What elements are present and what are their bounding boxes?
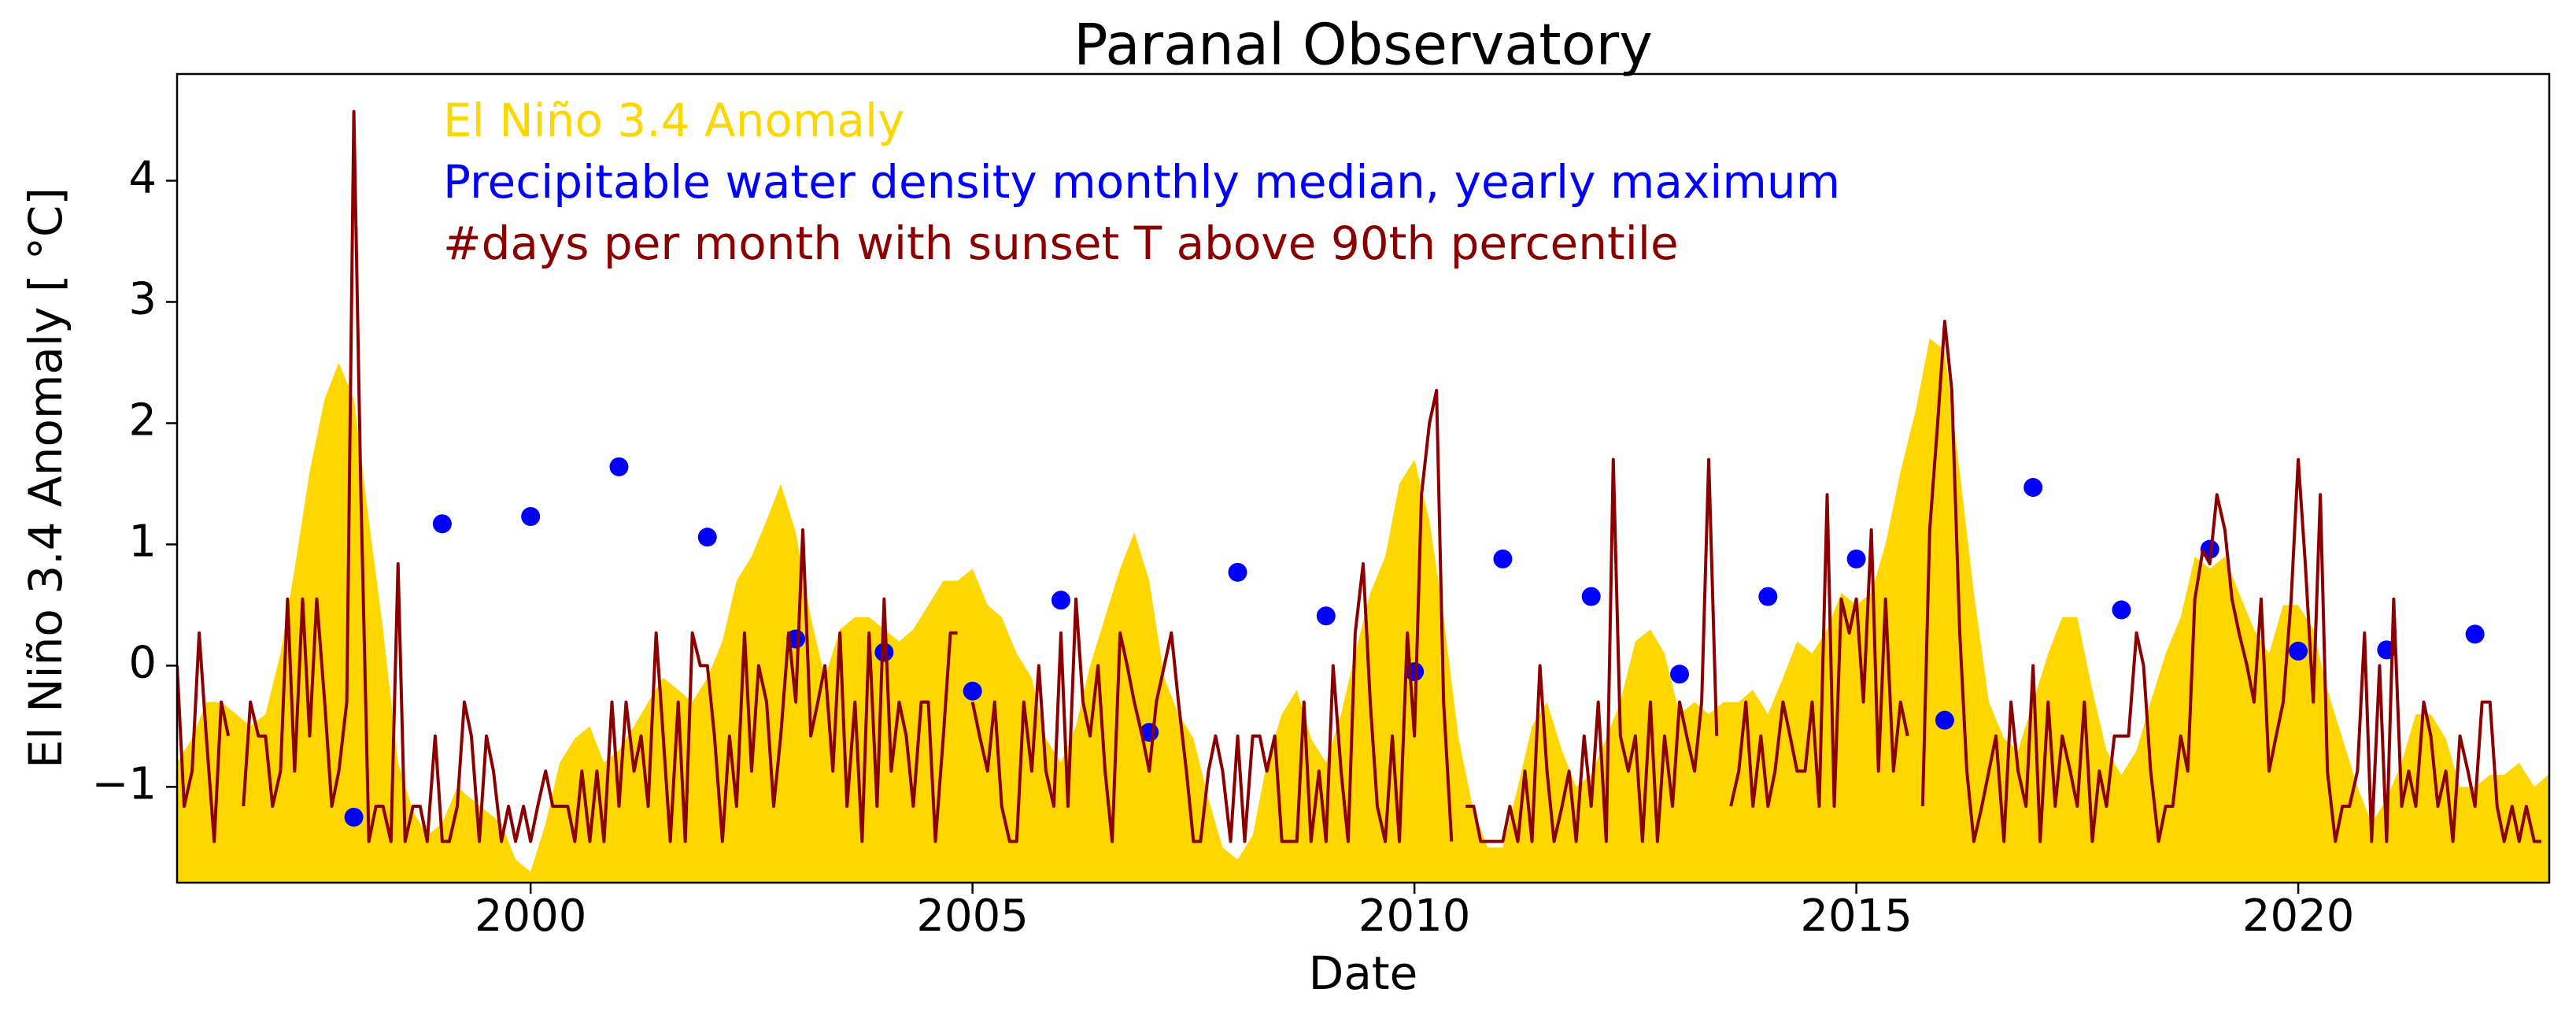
- x-tick-label: 2005: [916, 891, 1029, 942]
- legend-entry: Precipitable water density monthly media…: [443, 155, 1840, 209]
- point: [963, 681, 982, 701]
- line: [1465, 457, 1719, 843]
- point: [344, 807, 364, 827]
- y-tick-label: 3: [128, 274, 157, 325]
- point: [697, 528, 717, 547]
- series-layer: [177, 109, 2548, 883]
- legend-entry: El Niño 3.4 Anomaly: [443, 94, 904, 147]
- point: [2465, 624, 2485, 644]
- line: [1920, 320, 2541, 843]
- point: [1581, 587, 1601, 606]
- point: [1758, 587, 1778, 606]
- point: [1405, 662, 1425, 682]
- point: [609, 457, 629, 476]
- point: [2023, 478, 2043, 498]
- legend-entry: #days per month with sunset T above 90th…: [443, 217, 1679, 270]
- point: [1316, 606, 1336, 626]
- y-tick-label: −1: [91, 759, 157, 810]
- x-tick-label: 2020: [2242, 891, 2355, 942]
- y-tick-label: 2: [128, 395, 157, 446]
- point: [874, 643, 894, 662]
- point: [1228, 562, 1247, 582]
- chart-title: Paranal Observatory: [1074, 12, 1653, 78]
- y-tick-label: 4: [128, 153, 157, 204]
- point: [1935, 710, 1954, 730]
- point: [2112, 600, 2131, 620]
- y-tick-label: 1: [128, 517, 157, 568]
- point: [1493, 549, 1513, 568]
- point: [2289, 641, 2308, 661]
- x-tick-label: 2000: [475, 891, 587, 942]
- x-axis-label: Date: [1309, 946, 1418, 1000]
- point: [432, 514, 452, 534]
- x-tick-label: 2015: [1800, 891, 1913, 942]
- y-tick-label: 0: [128, 638, 157, 689]
- y-axis-label: El Niño 3.4 Anomaly [ °C]: [19, 187, 72, 768]
- point: [521, 507, 541, 527]
- line: [970, 388, 1454, 843]
- point: [1051, 591, 1070, 610]
- point: [1670, 665, 1690, 684]
- plot-area: −1 0 1 2 3 4 2000 2005 2010 2015 2020 El Niño 3.4 A…: [91, 72, 2551, 942]
- point: [1846, 549, 1866, 568]
- x-tick-label: 2010: [1358, 891, 1471, 942]
- line: [177, 631, 231, 843]
- line: [1729, 493, 1909, 808]
- axes-frame: [176, 72, 2551, 884]
- line: [242, 109, 958, 843]
